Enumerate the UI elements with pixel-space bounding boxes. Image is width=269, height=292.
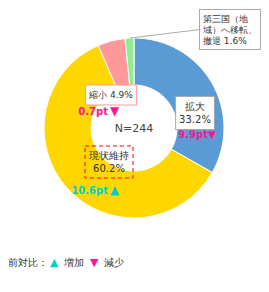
svg-text:9.9pt▼: 9.9pt▼ (178, 129, 216, 140)
svg-text:▲: ▲ (110, 183, 120, 197)
svg-text:域）へ移転、: 域）へ移転、 (202, 25, 257, 35)
svg-text:33.2%: 33.2% (179, 114, 211, 125)
svg-text:撤退 1.6%: 撤退 1.6% (203, 36, 247, 46)
svg-text:N=244: N=244 (115, 122, 153, 135)
svg-text:現状維持: 現状維持 (89, 150, 129, 161)
svg-text:減少: 減少 (104, 257, 124, 268)
svg-text:▼: ▼ (110, 104, 120, 118)
svg-text:縮小 4.9%: 縮小 4.9% (88, 90, 133, 100)
svg-text:▲: ▲ (50, 256, 59, 269)
svg-text:第三国（地: 第三国（地 (203, 14, 248, 24)
svg-text:60.2%: 60.2% (93, 163, 125, 174)
svg-text:前対比：: 前対比： (8, 257, 48, 268)
svg-text:拡大: 拡大 (185, 101, 205, 112)
svg-text:0.7pt: 0.7pt (78, 106, 108, 117)
svg-text:10.6pt: 10.6pt (71, 185, 108, 196)
svg-text:▼: ▼ (90, 256, 99, 269)
svg-text:増加: 増加 (63, 257, 84, 268)
